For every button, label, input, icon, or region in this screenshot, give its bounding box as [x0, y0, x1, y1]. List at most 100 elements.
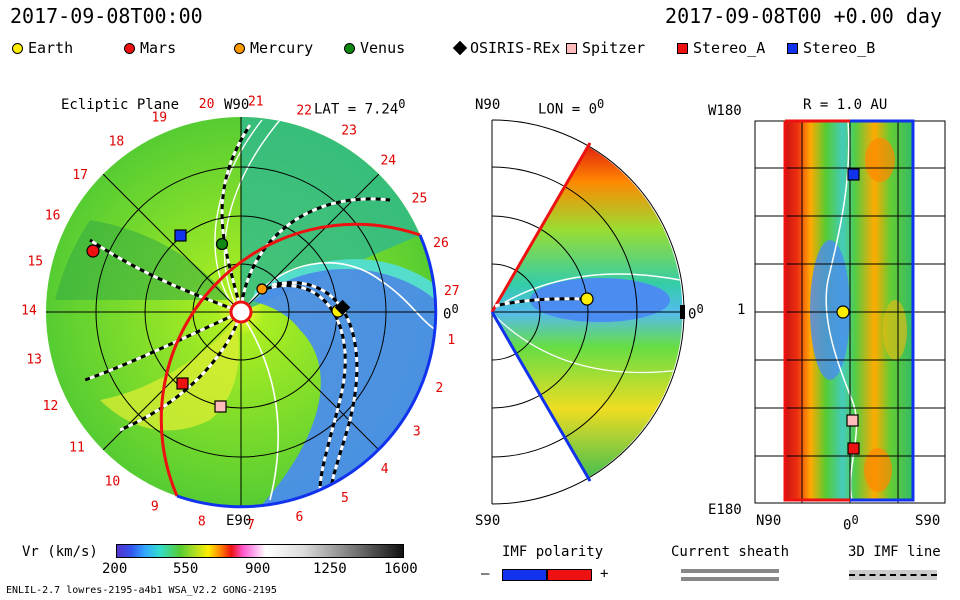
- ring-label: 26: [433, 236, 449, 251]
- radial-edge-blue: [850, 119, 915, 502]
- colorbar: [116, 544, 404, 558]
- ring-label: 17: [72, 168, 88, 183]
- ring-label: 14: [21, 304, 37, 319]
- meridional-edge-blue: [490, 311, 592, 482]
- ring-label: 1: [447, 333, 455, 348]
- spitzer-marker-icon: [566, 42, 577, 54]
- colorbar-tick: 550: [173, 561, 199, 577]
- stereo-b-marker: [174, 229, 187, 242]
- spitzer-marker: [214, 400, 227, 413]
- colorbar-label: Vr (km/s): [22, 544, 98, 560]
- venus-marker-icon: [344, 42, 355, 54]
- radial-stereo-b-marker: [847, 168, 860, 181]
- ecliptic-lat-label: LAT = 7.240: [314, 97, 406, 118]
- meridional-lon-label: LON = 00: [538, 97, 605, 118]
- imf-polarity-minus: –: [481, 566, 490, 582]
- ring-label: 27: [444, 284, 460, 299]
- legend-stereo-a: Stereo_A: [677, 39, 765, 57]
- current-sheath-swatch: [681, 569, 779, 573]
- ecliptic-cyan-edge: [252, 259, 436, 302]
- ring-label: 18: [109, 135, 125, 150]
- ecliptic-white-contour: [224, 119, 281, 306]
- colorbar-tick: 200: [102, 561, 128, 577]
- ring-label: 16: [45, 209, 61, 224]
- imf-polarity-negative-swatch: [502, 569, 547, 581]
- imf-line: [89, 238, 242, 314]
- radial-0-label: 00: [843, 513, 859, 534]
- legend-mars: Mars: [124, 39, 176, 57]
- mercury-marker-icon: [234, 42, 245, 54]
- meridional-0-label: 00: [688, 302, 704, 323]
- ring-label: 5: [341, 491, 349, 506]
- radial-w180-label: W180: [708, 103, 742, 119]
- radial-stereo-a-marker: [847, 442, 860, 455]
- meridional-s90-label: S90: [475, 513, 501, 529]
- ecliptic-grid-ring: [95, 166, 387, 458]
- ring-label: 13: [26, 353, 42, 368]
- legend-mercury: Mercury: [234, 39, 313, 57]
- ring-label: 23: [341, 124, 357, 139]
- ring-label: 4: [381, 462, 389, 477]
- imf-line-label: 3D IMF line: [848, 544, 941, 560]
- meridional-imf-line: [494, 297, 588, 308]
- ring-label: 21: [248, 95, 264, 110]
- imf-polarity-positive-swatch: [547, 569, 592, 581]
- ecliptic-teal-sector: [241, 117, 420, 312]
- ring-label: 19: [151, 110, 167, 125]
- meridional-earth-tick: [680, 305, 685, 319]
- mars-marker-icon: [124, 42, 135, 54]
- ring-label: 22: [296, 104, 312, 119]
- mars-marker: [86, 244, 100, 258]
- ring-label: 10: [105, 475, 121, 490]
- ring-label: 20: [199, 97, 215, 112]
- imf-line: [119, 311, 243, 432]
- ring-label: 2: [435, 381, 443, 396]
- colorbar-tick: 900: [245, 561, 271, 577]
- meridional-edge-red: [490, 142, 592, 313]
- radial-1-label: 1: [737, 302, 746, 318]
- legend-spitzer: Spitzer: [566, 39, 645, 57]
- venus-marker: [215, 237, 229, 251]
- ring-label: 15: [27, 255, 43, 270]
- imf-polarity-label: IMF polarity: [502, 544, 604, 560]
- radial-blue-region: [810, 240, 850, 380]
- legend-earth: Earth: [12, 39, 73, 57]
- meridional-white-contour: [494, 315, 681, 374]
- legend-venus: Venus: [344, 39, 405, 57]
- ring-label: 9: [151, 500, 159, 515]
- earth-marker-icon: [12, 42, 23, 54]
- ring-label: 7: [247, 518, 255, 533]
- right-title: 2017-09-08T00 +0.00 day: [665, 4, 942, 28]
- stereo-b-marker-icon: [787, 42, 798, 54]
- meridional-grid-ring: [491, 263, 541, 361]
- radial-spitzer-marker: [846, 414, 859, 427]
- colorbar-tick: 1600: [384, 561, 418, 577]
- sun-icon: [229, 300, 253, 324]
- left-title: 2017-09-08T00:00: [10, 4, 203, 28]
- imf-polarity-plus: +: [600, 566, 609, 582]
- radial-orange-patch: [865, 138, 895, 182]
- imf-line: [271, 281, 359, 496]
- stereo-a-marker-icon: [677, 42, 688, 54]
- ring-label: 12: [43, 399, 59, 414]
- ecliptic-e90-label: E90: [226, 513, 252, 529]
- legend-stereo-b: Stereo_B: [787, 39, 875, 57]
- ecliptic-rim-blue: [176, 234, 438, 509]
- stereo-a-marker: [176, 377, 189, 390]
- ring-label: 3: [413, 425, 421, 440]
- ecliptic-rim-red: [159, 222, 421, 497]
- ring-label: 25: [412, 192, 428, 207]
- imf-line: [84, 310, 242, 382]
- ring-label: 6: [295, 510, 303, 525]
- ring-label: 8: [198, 514, 206, 529]
- radial-orange-patch: [864, 448, 892, 492]
- meridional-grid-ring: [491, 166, 638, 458]
- radial-n90-label: N90: [756, 513, 782, 529]
- ecliptic-w90-label: W90: [224, 97, 250, 113]
- mercury-marker: [256, 283, 268, 295]
- colorbar-tick: 1250: [313, 561, 347, 577]
